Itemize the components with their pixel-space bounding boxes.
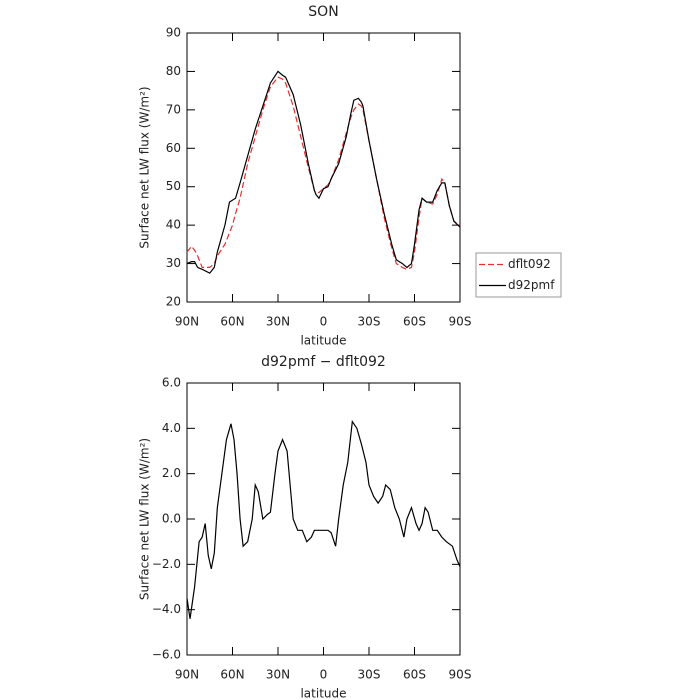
x-tick-label: 90N <box>175 668 199 682</box>
x-tick-label: 90N <box>175 315 199 329</box>
y-tick-label: 6.0 <box>162 376 181 390</box>
legend-label: d92pmf <box>508 278 555 292</box>
x-axis-label: latitude <box>300 334 346 348</box>
x-tick-label: 60S <box>403 315 426 329</box>
chart-title: SON <box>308 4 338 20</box>
chart-title: d92pmf − dflt092 <box>261 354 386 370</box>
y-tick-label: 4.0 <box>162 421 181 435</box>
x-tick-label: 30S <box>358 668 381 682</box>
y-axis-label: Surface net LW flux (W/m²) <box>138 86 152 248</box>
y-tick-label: 60 <box>166 141 181 155</box>
x-axis-label: latitude <box>300 687 346 700</box>
x-tick-label: 0 <box>320 668 328 682</box>
y-tick-label: 2.0 <box>162 466 181 480</box>
y-tick-label: 40 <box>166 218 181 232</box>
x-tick-label: 60N <box>220 315 244 329</box>
x-tick-label: 90S <box>449 315 472 329</box>
y-tick-label: 70 <box>166 102 181 116</box>
series-line <box>186 76 461 270</box>
x-tick-label: 30N <box>266 315 290 329</box>
series-line <box>186 419 461 619</box>
y-axis-label: Surface net LW flux (W/m²) <box>138 438 152 600</box>
series-line <box>186 70 461 274</box>
plot-frame <box>186 32 461 303</box>
y-tick-label: −6.0 <box>152 648 181 662</box>
y-tick-label: 30 <box>166 256 181 270</box>
x-tick-label: 90S <box>449 668 472 682</box>
x-tick-label: 30N <box>266 668 290 682</box>
plot-frame <box>186 382 461 656</box>
x-tick-label: 60N <box>220 668 244 682</box>
y-tick-label: −2.0 <box>152 557 181 571</box>
y-tick-label: −4.0 <box>152 602 181 616</box>
legend-label: dflt092 <box>508 257 551 271</box>
y-tick-label: 80 <box>166 64 181 78</box>
y-tick-label: 90 <box>166 26 181 40</box>
y-tick-label: 20 <box>166 295 181 309</box>
x-tick-label: 30S <box>358 315 381 329</box>
legend-box <box>475 252 562 298</box>
y-tick-label: 50 <box>166 179 181 193</box>
x-tick-label: 60S <box>403 668 426 682</box>
y-tick-label: 0.0 <box>162 512 181 526</box>
x-tick-label: 0 <box>320 315 328 329</box>
